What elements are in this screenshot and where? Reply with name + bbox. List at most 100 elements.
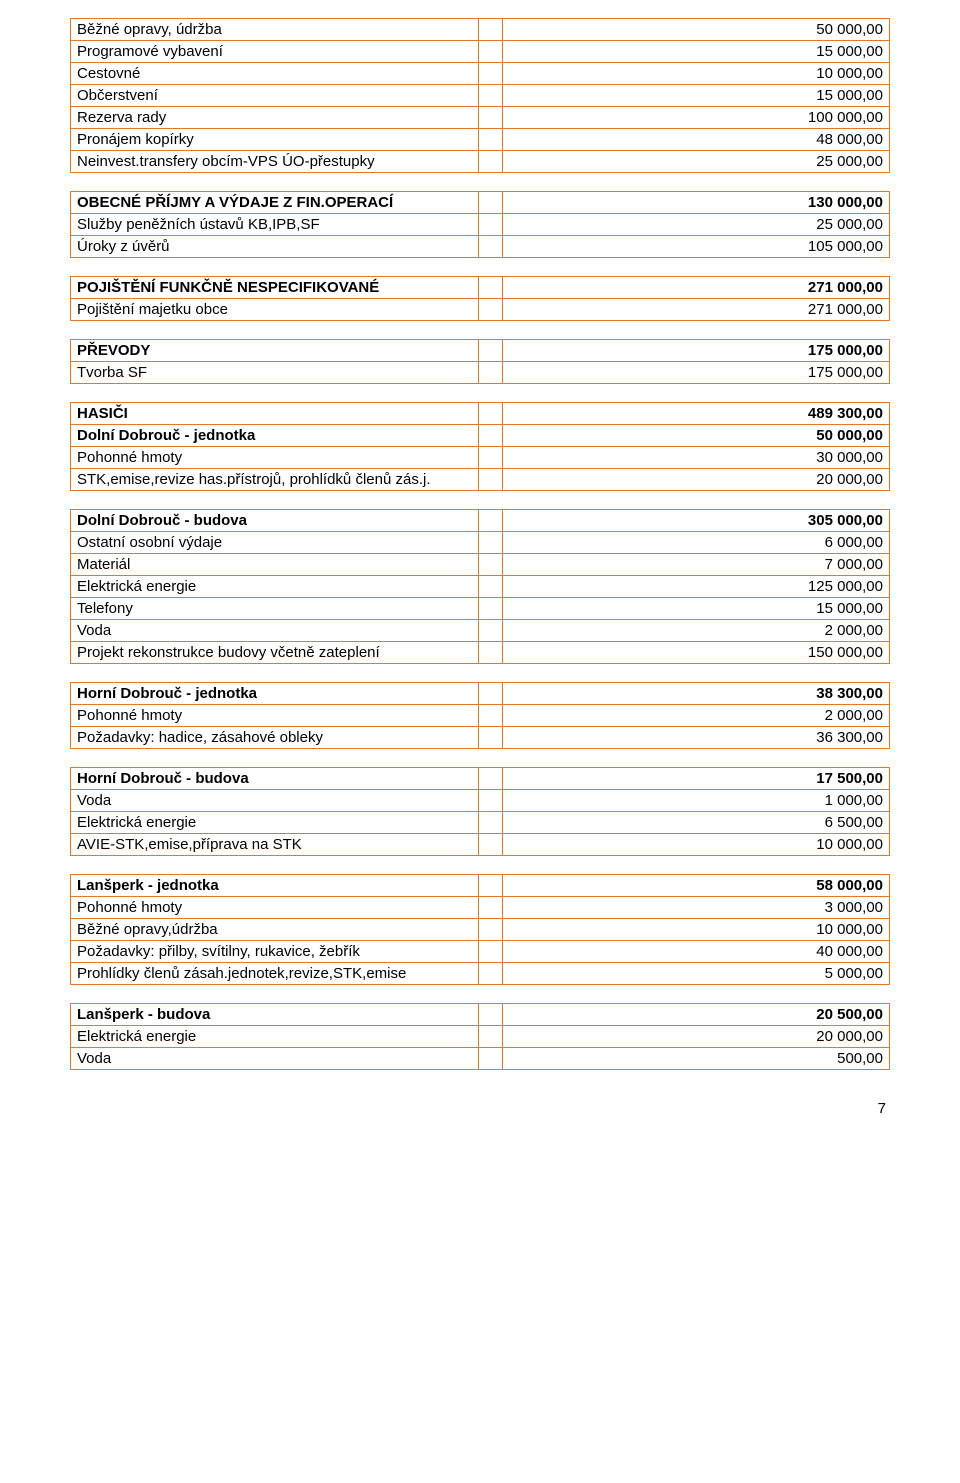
- table-row: Pronájem kopírky 48 000,00: [71, 129, 890, 151]
- row-value: 15 000,00: [503, 41, 890, 63]
- row-label: OBECNÉ PŘÍJMY A VÝDAJE Z FIN.OPERACÍ: [71, 192, 479, 214]
- row-value: 175 000,00: [503, 362, 890, 384]
- row-value: 271 000,00: [503, 277, 890, 299]
- row-label: HASIČI: [71, 403, 479, 425]
- table-row: Voda1 000,00: [71, 790, 890, 812]
- row-spacer: [479, 469, 503, 491]
- row-spacer: [479, 683, 503, 705]
- table-row: Rezerva rady100 000,00: [71, 107, 890, 129]
- budget-table: Běžné opravy, údržba50 000,00Programové …: [70, 18, 890, 173]
- row-value: 500,00: [503, 1048, 890, 1070]
- table-row: Pojištění majetku obce271 000,00: [71, 299, 890, 321]
- row-value: 30 000,00: [503, 447, 890, 469]
- row-spacer: [479, 532, 503, 554]
- table-row: Voda500,00: [71, 1048, 890, 1070]
- row-spacer: [479, 963, 503, 985]
- budget-table: PŘEVODY175 000,00Tvorba SF 175 000,00: [70, 339, 890, 384]
- row-value: 305 000,00: [503, 510, 890, 532]
- budget-table: POJIŠTĚNÍ FUNKČNĚ NESPECIFIKOVANÉ 271 000…: [70, 276, 890, 321]
- budget-table: Lanšperk - budova20 500,00Elektrická ene…: [70, 1003, 890, 1070]
- table-row: Dolní Dobrouč - jednotka50 000,00: [71, 425, 890, 447]
- row-label: Běžné opravy, údržba: [71, 19, 479, 41]
- table-row: Elektrická energie 20 000,00: [71, 1026, 890, 1048]
- row-label: AVIE-STK,emise,příprava na STK: [71, 834, 479, 856]
- table-row: Dolní Dobrouč - budova 305 000,00: [71, 510, 890, 532]
- table-row: Běžné opravy, údržba50 000,00: [71, 19, 890, 41]
- row-spacer: [479, 85, 503, 107]
- budget-table: OBECNÉ PŘÍJMY A VÝDAJE Z FIN.OPERACÍ130 …: [70, 191, 890, 258]
- row-spacer: [479, 1004, 503, 1026]
- row-value: 10 000,00: [503, 919, 890, 941]
- row-value: 25 000,00: [503, 214, 890, 236]
- row-label: STK,emise,revize has.přístrojů, prohlídk…: [71, 469, 479, 491]
- table-row: POJIŠTĚNÍ FUNKČNĚ NESPECIFIKOVANÉ 271 000…: [71, 277, 890, 299]
- row-value: 17 500,00: [503, 768, 890, 790]
- table-row: PŘEVODY175 000,00: [71, 340, 890, 362]
- row-value: 10 000,00: [503, 63, 890, 85]
- row-value: 15 000,00: [503, 85, 890, 107]
- row-value: 125 000,00: [503, 576, 890, 598]
- row-value: 489 300,00: [503, 403, 890, 425]
- row-value: 7 000,00: [503, 554, 890, 576]
- row-spacer: [479, 642, 503, 664]
- row-spacer: [479, 620, 503, 642]
- row-value: 6 000,00: [503, 532, 890, 554]
- row-label: Občerstvení: [71, 85, 479, 107]
- row-label: Materiál: [71, 554, 479, 576]
- row-label: PŘEVODY: [71, 340, 479, 362]
- table-row: Požadavky: hadice, zásahové obleky36 300…: [71, 727, 890, 749]
- table-row: Běžné opravy,údržba10 000,00: [71, 919, 890, 941]
- row-value: 20 500,00: [503, 1004, 890, 1026]
- table-row: Požadavky: přilby, svítilny, rukavice, ž…: [71, 941, 890, 963]
- row-spacer: [479, 151, 503, 173]
- table-row: Úroky z úvěrů 105 000,00: [71, 236, 890, 258]
- table-row: Prohlídky členů zásah.jednotek,revize,ST…: [71, 963, 890, 985]
- row-spacer: [479, 403, 503, 425]
- budget-table: Dolní Dobrouč - budova305 000,00Ostatní …: [70, 509, 890, 664]
- row-value: 271 000,00: [503, 299, 890, 321]
- row-spacer: [479, 576, 503, 598]
- row-label: Horní Dobrouč - budova: [71, 768, 479, 790]
- row-value: 3 000,00: [503, 897, 890, 919]
- row-label: Elektrická energie: [71, 812, 479, 834]
- row-spacer: [479, 299, 503, 321]
- table-row: Cestovné10 000,00: [71, 63, 890, 85]
- row-spacer: [479, 1048, 503, 1070]
- row-spacer: [479, 214, 503, 236]
- row-value: 105 000,00: [503, 236, 890, 258]
- row-spacer: [479, 812, 503, 834]
- row-value: 20 000,00: [503, 469, 890, 491]
- budget-tables-container: Běžné opravy, údržba50 000,00Programové …: [70, 18, 890, 1070]
- row-value: 38 300,00: [503, 683, 890, 705]
- table-row: Programové vybavení15 000,00: [71, 41, 890, 63]
- row-value: 2 000,00: [503, 705, 890, 727]
- row-spacer: [479, 1026, 503, 1048]
- row-label: Projekt rekonstrukce budovy včetně zatep…: [71, 642, 479, 664]
- row-value: 48 000,00: [503, 129, 890, 151]
- row-label: Elektrická energie: [71, 1026, 479, 1048]
- table-row: Projekt rekonstrukce budovy včetně zatep…: [71, 642, 890, 664]
- row-spacer: [479, 598, 503, 620]
- row-value: 20 000,00: [503, 1026, 890, 1048]
- table-row: Pohonné hmoty30 000,00: [71, 447, 890, 469]
- row-label: Dolní Dobrouč - budova: [71, 510, 479, 532]
- row-spacer: [479, 768, 503, 790]
- table-row: Lanšperk - budova20 500,00: [71, 1004, 890, 1026]
- budget-table: HASIČI 489 300,00Dolní Dobrouč - jednotka…: [70, 402, 890, 491]
- row-label: Prohlídky členů zásah.jednotek,revize,ST…: [71, 963, 479, 985]
- table-row: STK,emise,revize has.přístrojů, prohlídk…: [71, 469, 890, 491]
- row-spacer: [479, 107, 503, 129]
- table-row: Pohonné hmoty 3 000,00: [71, 897, 890, 919]
- row-label: Tvorba SF: [71, 362, 479, 384]
- row-label: Ostatní osobní výdaje: [71, 532, 479, 554]
- row-spacer: [479, 41, 503, 63]
- table-row: Ostatní osobní výdaje 6 000,00: [71, 532, 890, 554]
- row-value: 6 500,00: [503, 812, 890, 834]
- row-label: Pohonné hmoty: [71, 897, 479, 919]
- row-spacer: [479, 941, 503, 963]
- row-label: Pronájem kopírky: [71, 129, 479, 151]
- row-value: 40 000,00: [503, 941, 890, 963]
- row-value: 58 000,00: [503, 875, 890, 897]
- row-label: Úroky z úvěrů: [71, 236, 479, 258]
- row-label: POJIŠTĚNÍ FUNKČNĚ NESPECIFIKOVANÉ: [71, 277, 479, 299]
